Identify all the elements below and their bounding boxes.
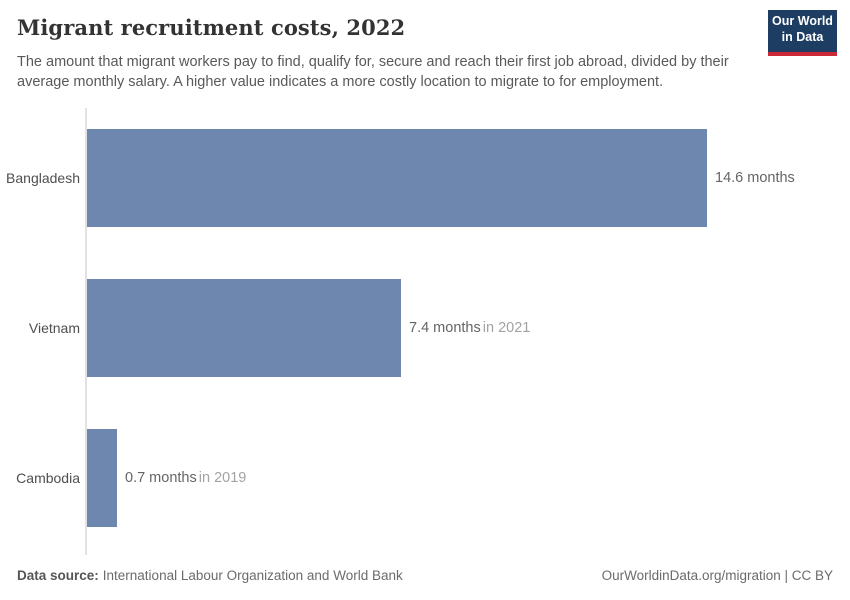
bar-row: Cambodia 0.7 months in 2019 (0, 429, 850, 527)
bar[interactable] (87, 279, 401, 377)
bar-row: Bangladesh 14.6 months (0, 129, 850, 227)
data-source: Data source: International Labour Organiz… (17, 568, 403, 583)
data-source-label: Data source: (17, 568, 99, 583)
category-label[interactable]: Vietnam (28, 320, 80, 336)
category-label[interactable]: Bangladesh (6, 170, 80, 186)
value-label: 7.4 months in 2021 (409, 320, 530, 336)
bar[interactable] (87, 129, 707, 227)
category-label[interactable]: Cambodia (16, 470, 80, 486)
bar[interactable] (87, 429, 117, 527)
value-year-note: in 2019 (198, 470, 247, 486)
owid-logo-line-1: Our World (772, 14, 833, 28)
attribution-link[interactable]: OurWorldinData.org/migration | CC BY (601, 568, 833, 583)
value-text: 7.4 months (409, 320, 481, 336)
chart-subtitle: The amount that migrant workers pay to f… (17, 53, 777, 92)
value-label: 14.6 months (715, 170, 795, 186)
value-label: 0.7 months in 2019 (125, 470, 246, 486)
owid-logo-line-2: in Data (781, 29, 824, 44)
value-text: 14.6 months (715, 170, 795, 186)
chart-footer: Data source: International Labour Organiz… (17, 568, 833, 583)
bar-row: Vietnam 7.4 months in 2021 (0, 279, 850, 377)
data-source-text: International Labour Organization and Wo… (102, 568, 403, 583)
subtitle-line-2: average monthly salary. A higher value i… (17, 73, 664, 90)
value-text: 0.7 months (125, 470, 197, 486)
y-axis-line (85, 108, 87, 555)
subtitle-line-1: The amount that migrant workers pay to f… (17, 54, 729, 70)
value-year-note: in 2021 (482, 320, 531, 336)
owid-logo[interactable]: Our World in Data (768, 10, 837, 56)
chart-title: Migrant recruitment costs, 2022 (17, 15, 406, 40)
